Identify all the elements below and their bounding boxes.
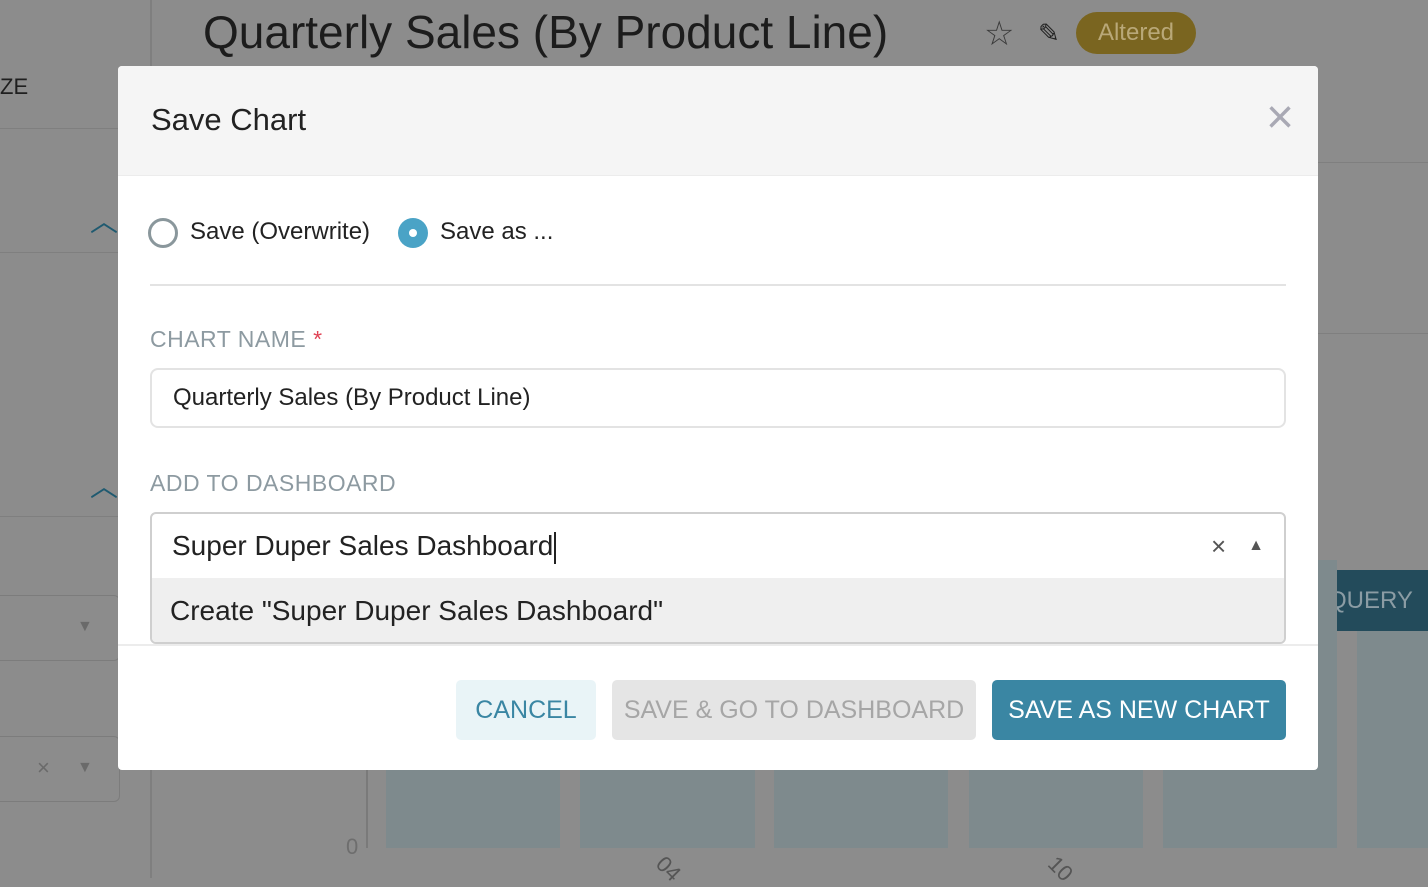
radio-save-as-label[interactable]: Save as ... bbox=[440, 218, 554, 245]
dashboard-select-row: Super Duper Sales Dashboard × ▲ bbox=[152, 514, 1284, 578]
chevron-up-icon[interactable]: ︿ bbox=[90, 206, 119, 237]
caret-down-icon: ▼ bbox=[77, 759, 93, 776]
y-tick-label: 0 bbox=[346, 834, 359, 859]
chart-name-input[interactable]: Quarterly Sales (By Product Line) bbox=[150, 368, 1286, 428]
altered-badge[interactable]: Altered bbox=[1076, 12, 1196, 54]
divider bbox=[0, 516, 150, 517]
dashboard-select[interactable]: Super Duper Sales Dashboard × ▲ Create "… bbox=[150, 512, 1286, 644]
close-icon[interactable]: × bbox=[1265, 91, 1294, 144]
divider bbox=[150, 284, 1286, 286]
modal-footer: CANCEL SAVE & GO TO DASHBOARD SAVE AS NE… bbox=[118, 644, 1318, 770]
sidebar-section-label: ZE bbox=[0, 74, 29, 99]
modal-title: Save Chart bbox=[151, 102, 307, 137]
radio-overwrite-label[interactable]: Save (Overwrite) bbox=[190, 218, 371, 245]
caret-up-icon[interactable]: ▲ bbox=[1248, 537, 1264, 554]
save-as-new-chart-button[interactable]: SAVE AS NEW CHART bbox=[992, 680, 1286, 740]
chart-title: Quarterly Sales (By Product Line) bbox=[203, 6, 889, 58]
clear-icon[interactable]: × bbox=[37, 755, 50, 780]
divider bbox=[1318, 333, 1428, 334]
select-control[interactable]: ▼ bbox=[0, 595, 120, 661]
dashboard-input-value: Super Duper Sales Dashboard bbox=[172, 530, 554, 561]
cancel-button[interactable]: CANCEL bbox=[456, 680, 596, 740]
add-to-dashboard-label: ADD TO DASHBOARD bbox=[150, 470, 397, 496]
star-icon[interactable]: ☆ bbox=[984, 15, 1015, 53]
divider bbox=[1318, 162, 1428, 163]
clear-icon[interactable]: × bbox=[1210, 531, 1227, 561]
radio-save-as[interactable] bbox=[398, 218, 428, 248]
chart-name-label: CHART NAME * bbox=[150, 326, 323, 353]
dashboard-input[interactable]: Super Duper Sales Dashboard bbox=[172, 514, 1211, 578]
divider bbox=[0, 252, 150, 253]
x-tick-label: 04 bbox=[651, 851, 687, 887]
edit-icon[interactable]: ✎ bbox=[1038, 18, 1060, 48]
label-text: CHART NAME bbox=[150, 326, 307, 352]
radio-dot bbox=[409, 229, 417, 237]
save-go-to-dashboard-button[interactable]: SAVE & GO TO DASHBOARD bbox=[612, 680, 976, 740]
required-mark: * bbox=[313, 326, 323, 352]
radio-overwrite[interactable] bbox=[148, 218, 178, 248]
modal-header: Save Chart × bbox=[118, 66, 1318, 176]
chevron-up-icon[interactable]: ︿ bbox=[90, 471, 119, 502]
caret-down-icon: ▼ bbox=[77, 618, 93, 635]
select-control[interactable]: × ▼ bbox=[0, 736, 120, 802]
divider bbox=[0, 128, 150, 129]
bar bbox=[1357, 631, 1428, 848]
text-cursor bbox=[554, 531, 557, 564]
dropdown-option-create[interactable]: Create "Super Duper Sales Dashboard" bbox=[152, 578, 1284, 642]
save-chart-modal: Save Chart × Save (Overwrite) Save as ..… bbox=[118, 66, 1318, 770]
x-tick-label: 10 bbox=[1043, 851, 1079, 887]
